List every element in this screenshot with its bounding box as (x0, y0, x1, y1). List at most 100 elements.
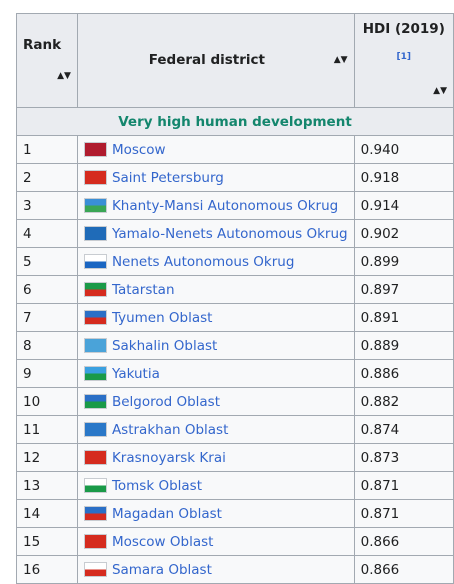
district-link[interactable]: Magadan Oblast (111, 505, 222, 522)
rank-cell: 6 (16, 275, 78, 304)
table-row: 6 Tatarstan 0.897 (16, 275, 454, 304)
district-cell: Saint Petersburg (76, 163, 355, 192)
table-row: 1 Moscow 0.940 (16, 135, 454, 164)
moscow-flag-icon[interactable] (83, 142, 107, 157)
astrakhan-flag-icon[interactable] (83, 422, 107, 437)
tyumen-flag-icon[interactable] (83, 310, 107, 325)
hdi-value-cell: 0.899 (353, 247, 454, 276)
samara-flag-icon[interactable] (83, 562, 107, 577)
sort-arrows-icon[interactable]: ▲▼ (333, 55, 348, 65)
nenets-flag-icon[interactable] (83, 254, 107, 269)
rank-cell: 9 (16, 359, 78, 388)
table-row: 3 Khanty-Mansi Autonomous Okrug 0.914 (16, 191, 454, 220)
rank-cell: 15 (16, 527, 78, 556)
rank-cell: 1 (16, 135, 78, 164)
district-link[interactable]: Samara Oblast (111, 561, 212, 578)
district-link[interactable]: Krasnoyarsk Krai (111, 449, 226, 466)
district-cell: Belgorod Oblast (76, 387, 355, 416)
district-header-label: Federal district (148, 52, 265, 68)
krasnoyarsk-flag-icon[interactable] (83, 450, 107, 465)
hdi-value-cell: 0.866 (353, 527, 454, 556)
hdi-reference-link[interactable]: [1] (396, 52, 412, 62)
tomsk-flag-icon[interactable] (83, 478, 107, 493)
table-row: 11 Astrakhan Oblast 0.874 (16, 415, 454, 444)
rank-cell: 13 (16, 471, 78, 500)
district-cell: Khanty-Mansi Autonomous Okrug (76, 191, 355, 220)
hdi-value-cell: 0.882 (353, 387, 454, 416)
rank-cell: 4 (16, 219, 78, 248)
rank-cell: 5 (16, 247, 78, 276)
district-cell: Astrakhan Oblast (76, 415, 355, 444)
district-cell: Krasnoyarsk Krai (76, 443, 355, 472)
magadan-flag-icon[interactable] (83, 506, 107, 521)
table-row: 8 Sakhalin Oblast 0.889 (16, 331, 454, 360)
district-cell: Samara Oblast (76, 555, 355, 584)
belgorod-flag-icon[interactable] (83, 394, 107, 409)
header-row: Rank ▲▼ Federal district ▲▼ HDI (2019)[1… (16, 13, 454, 108)
hdi-value-cell: 0.891 (353, 303, 454, 332)
district-link[interactable]: Tatarstan (111, 281, 175, 298)
table-row: 12 Krasnoyarsk Krai 0.873 (16, 443, 454, 472)
hdi-value-cell: 0.902 (353, 219, 454, 248)
district-link[interactable]: Moscow (111, 141, 166, 158)
rank-cell: 10 (16, 387, 78, 416)
hdi-value-cell: 0.866 (353, 555, 454, 584)
district-cell: Moscow Oblast (76, 527, 355, 556)
tatarstan-flag-icon[interactable] (83, 282, 107, 297)
hdi-value-cell: 0.918 (353, 163, 454, 192)
rank-column-header[interactable]: Rank ▲▼ (16, 13, 78, 108)
hdi-column-header[interactable]: HDI (2019)[1] ▲▼ (353, 13, 454, 108)
moscow-oblast-flag-icon[interactable] (83, 534, 107, 549)
hdi-value-cell: 0.940 (353, 135, 454, 164)
yamalo-nenets-flag-icon[interactable] (83, 226, 107, 241)
table-row: 14 Magadan Oblast 0.871 (16, 499, 454, 528)
hdi-header-label: HDI (2019)[1] (362, 21, 445, 62)
district-cell: Tomsk Oblast (76, 471, 355, 500)
hdi-table: Rank ▲▼ Federal district ▲▼ HDI (2019)[1… (16, 13, 454, 584)
rank-cell: 11 (16, 415, 78, 444)
district-link[interactable]: Tomsk Oblast (111, 477, 202, 494)
section-row: Very high human development (16, 107, 454, 136)
hdi-value-cell: 0.874 (353, 415, 454, 444)
rank-cell: 3 (16, 191, 78, 220)
yakutia-flag-icon[interactable] (83, 366, 107, 381)
table-row: 13 Tomsk Oblast 0.871 (16, 471, 454, 500)
saint-petersburg-flag-icon[interactable] (83, 170, 107, 185)
khanty-mansi-flag-icon[interactable] (83, 198, 107, 213)
district-link[interactable]: Yakutia (111, 365, 160, 382)
district-link[interactable]: Khanty-Mansi Autonomous Okrug (111, 197, 339, 214)
table-row: 7 Tyumen Oblast 0.891 (16, 303, 454, 332)
hdi-value-cell: 0.886 (353, 359, 454, 388)
hdi-value-cell: 0.871 (353, 499, 454, 528)
district-link[interactable]: Nenets Autonomous Okrug (111, 253, 295, 270)
sort-arrows-icon[interactable]: ▲▼ (433, 86, 447, 96)
rank-cell: 14 (16, 499, 78, 528)
district-cell: Tyumen Oblast (76, 303, 355, 332)
district-link[interactable]: Sakhalin Oblast (111, 337, 218, 354)
district-cell: Nenets Autonomous Okrug (76, 247, 355, 276)
sort-arrows-icon[interactable]: ▲▼ (57, 70, 71, 81)
rank-header-label: Rank (23, 36, 62, 53)
district-cell: Moscow (76, 135, 355, 164)
table-row: 9 Yakutia 0.886 (16, 359, 454, 388)
hdi-value-cell: 0.914 (353, 191, 454, 220)
hdi-value-cell: 0.873 (353, 443, 454, 472)
hdi-value-cell: 0.889 (353, 331, 454, 360)
district-cell: Tatarstan (76, 275, 355, 304)
district-cell: Sakhalin Oblast (76, 331, 355, 360)
table-row: 16 Samara Oblast 0.866 (16, 555, 454, 584)
district-link[interactable]: Tyumen Oblast (111, 309, 213, 326)
district-link[interactable]: Astrakhan Oblast (111, 421, 229, 438)
district-link[interactable]: Yamalo-Nenets Autonomous Okrug (111, 225, 348, 242)
district-cell: Yakutia (76, 359, 355, 388)
district-link[interactable]: Moscow Oblast (111, 533, 214, 550)
district-link[interactable]: Belgorod Oblast (111, 393, 221, 410)
rank-cell: 8 (16, 331, 78, 360)
district-cell: Yamalo-Nenets Autonomous Okrug (76, 219, 355, 248)
district-column-header[interactable]: Federal district ▲▼ (76, 13, 355, 108)
sakhalin-flag-icon[interactable] (83, 338, 107, 353)
table-row: 15 Moscow Oblast 0.866 (16, 527, 454, 556)
district-link[interactable]: Saint Petersburg (111, 169, 224, 186)
section-label: Very high human development (16, 107, 454, 136)
hdi-value-cell: 0.871 (353, 471, 454, 500)
